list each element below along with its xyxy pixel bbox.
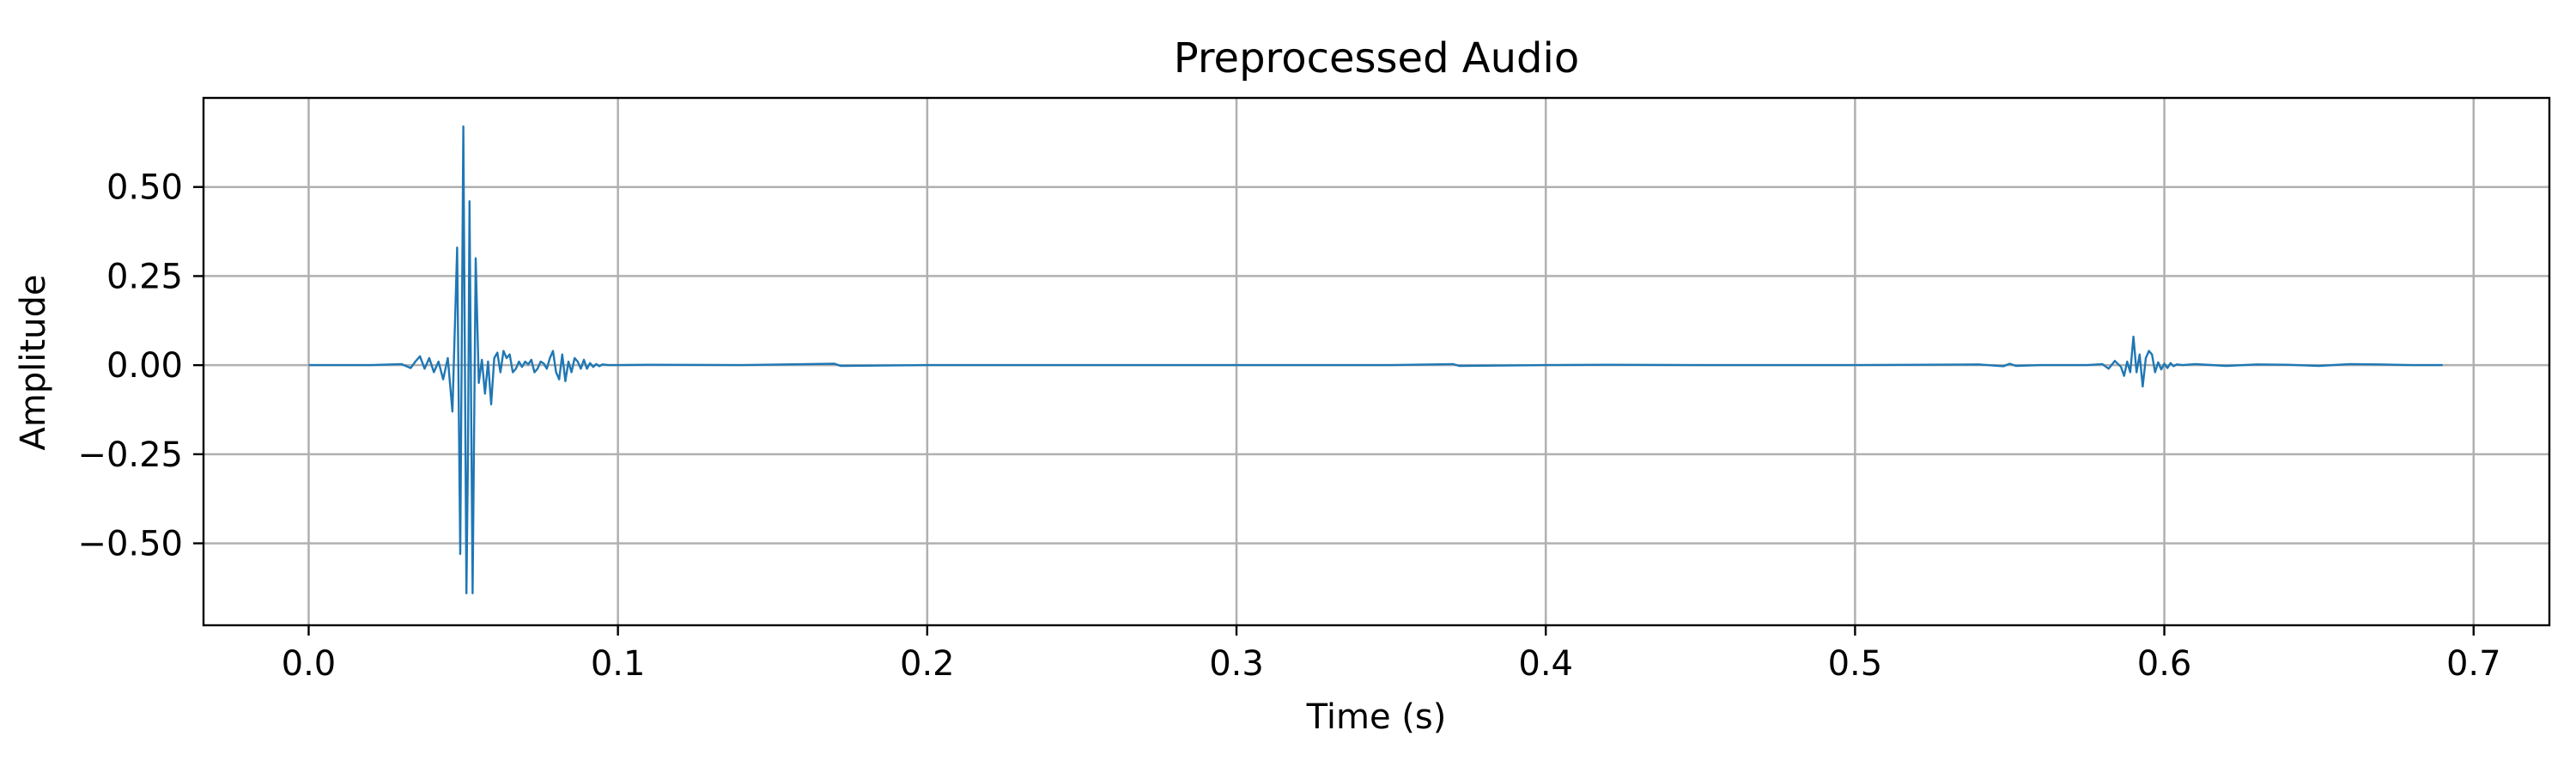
y-tick-label: −0.50 — [77, 525, 183, 564]
x-tick-label: 0.3 — [1209, 644, 1264, 684]
y-axis: 0.50 0.25 0.00 −0.25 −0.50 — [77, 168, 204, 564]
waveform-line — [308, 125, 2443, 594]
y-tick-label: −0.25 — [77, 435, 183, 475]
chart-title: Preprocessed Audio — [1174, 34, 1579, 82]
x-tick-label: 0.7 — [2446, 644, 2501, 684]
y-tick-label: 0.25 — [106, 257, 183, 296]
y-tick-label: 0.00 — [106, 346, 183, 386]
y-tick-label: 0.50 — [106, 168, 183, 208]
x-axis: 0.0 0.1 0.2 0.3 0.4 0.5 0.6 0.7 — [282, 625, 2501, 684]
y-axis-label: Amplitude — [14, 275, 53, 451]
x-tick-label: 0.0 — [282, 644, 337, 684]
x-axis-label: Time (s) — [1306, 697, 1447, 737]
plot-frame — [202, 96, 2551, 627]
x-tick-label: 0.2 — [900, 644, 955, 684]
x-tick-label: 0.4 — [1518, 644, 1573, 684]
x-tick-label: 0.6 — [2137, 644, 2192, 684]
x-tick-label: 0.5 — [1828, 644, 1883, 684]
x-tick-label: 0.1 — [591, 644, 646, 684]
